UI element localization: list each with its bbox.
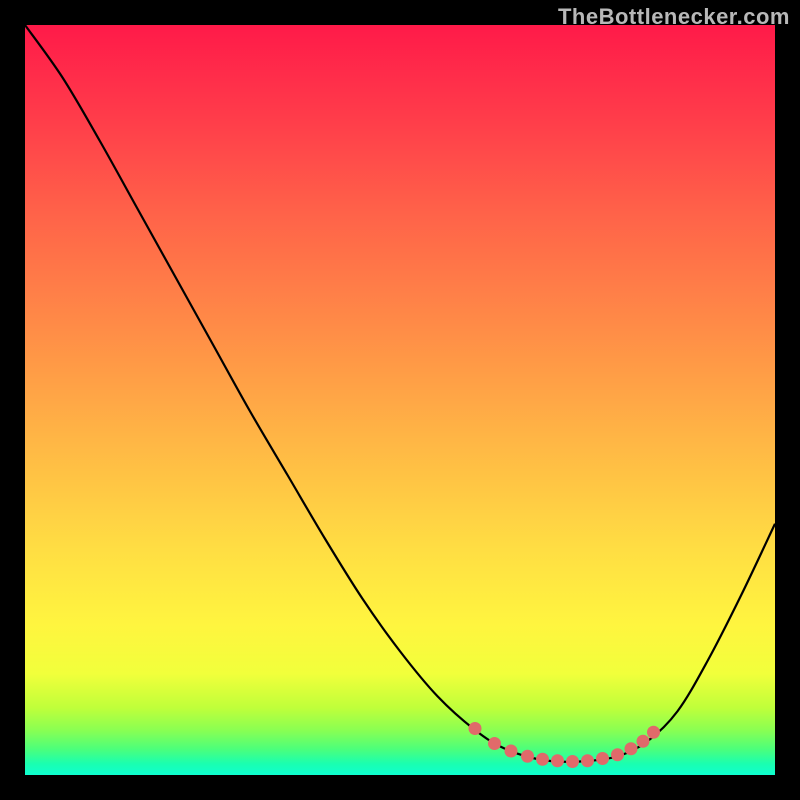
valley-marker: [581, 754, 594, 767]
chart-stage: TheBottlenecker.com: [0, 0, 800, 800]
valley-marker: [488, 737, 501, 750]
valley-marker: [625, 742, 638, 755]
valley-marker: [551, 754, 564, 767]
valley-marker: [566, 755, 579, 768]
valley-marker: [505, 745, 518, 758]
valley-marker: [647, 726, 660, 739]
plot-gradient-background: [25, 25, 775, 775]
valley-marker: [469, 722, 482, 735]
valley-marker: [596, 752, 609, 765]
valley-marker: [611, 748, 624, 761]
valley-marker: [637, 735, 650, 748]
bottleneck-chart: [0, 0, 800, 800]
valley-marker: [521, 750, 534, 763]
valley-marker: [536, 753, 549, 766]
